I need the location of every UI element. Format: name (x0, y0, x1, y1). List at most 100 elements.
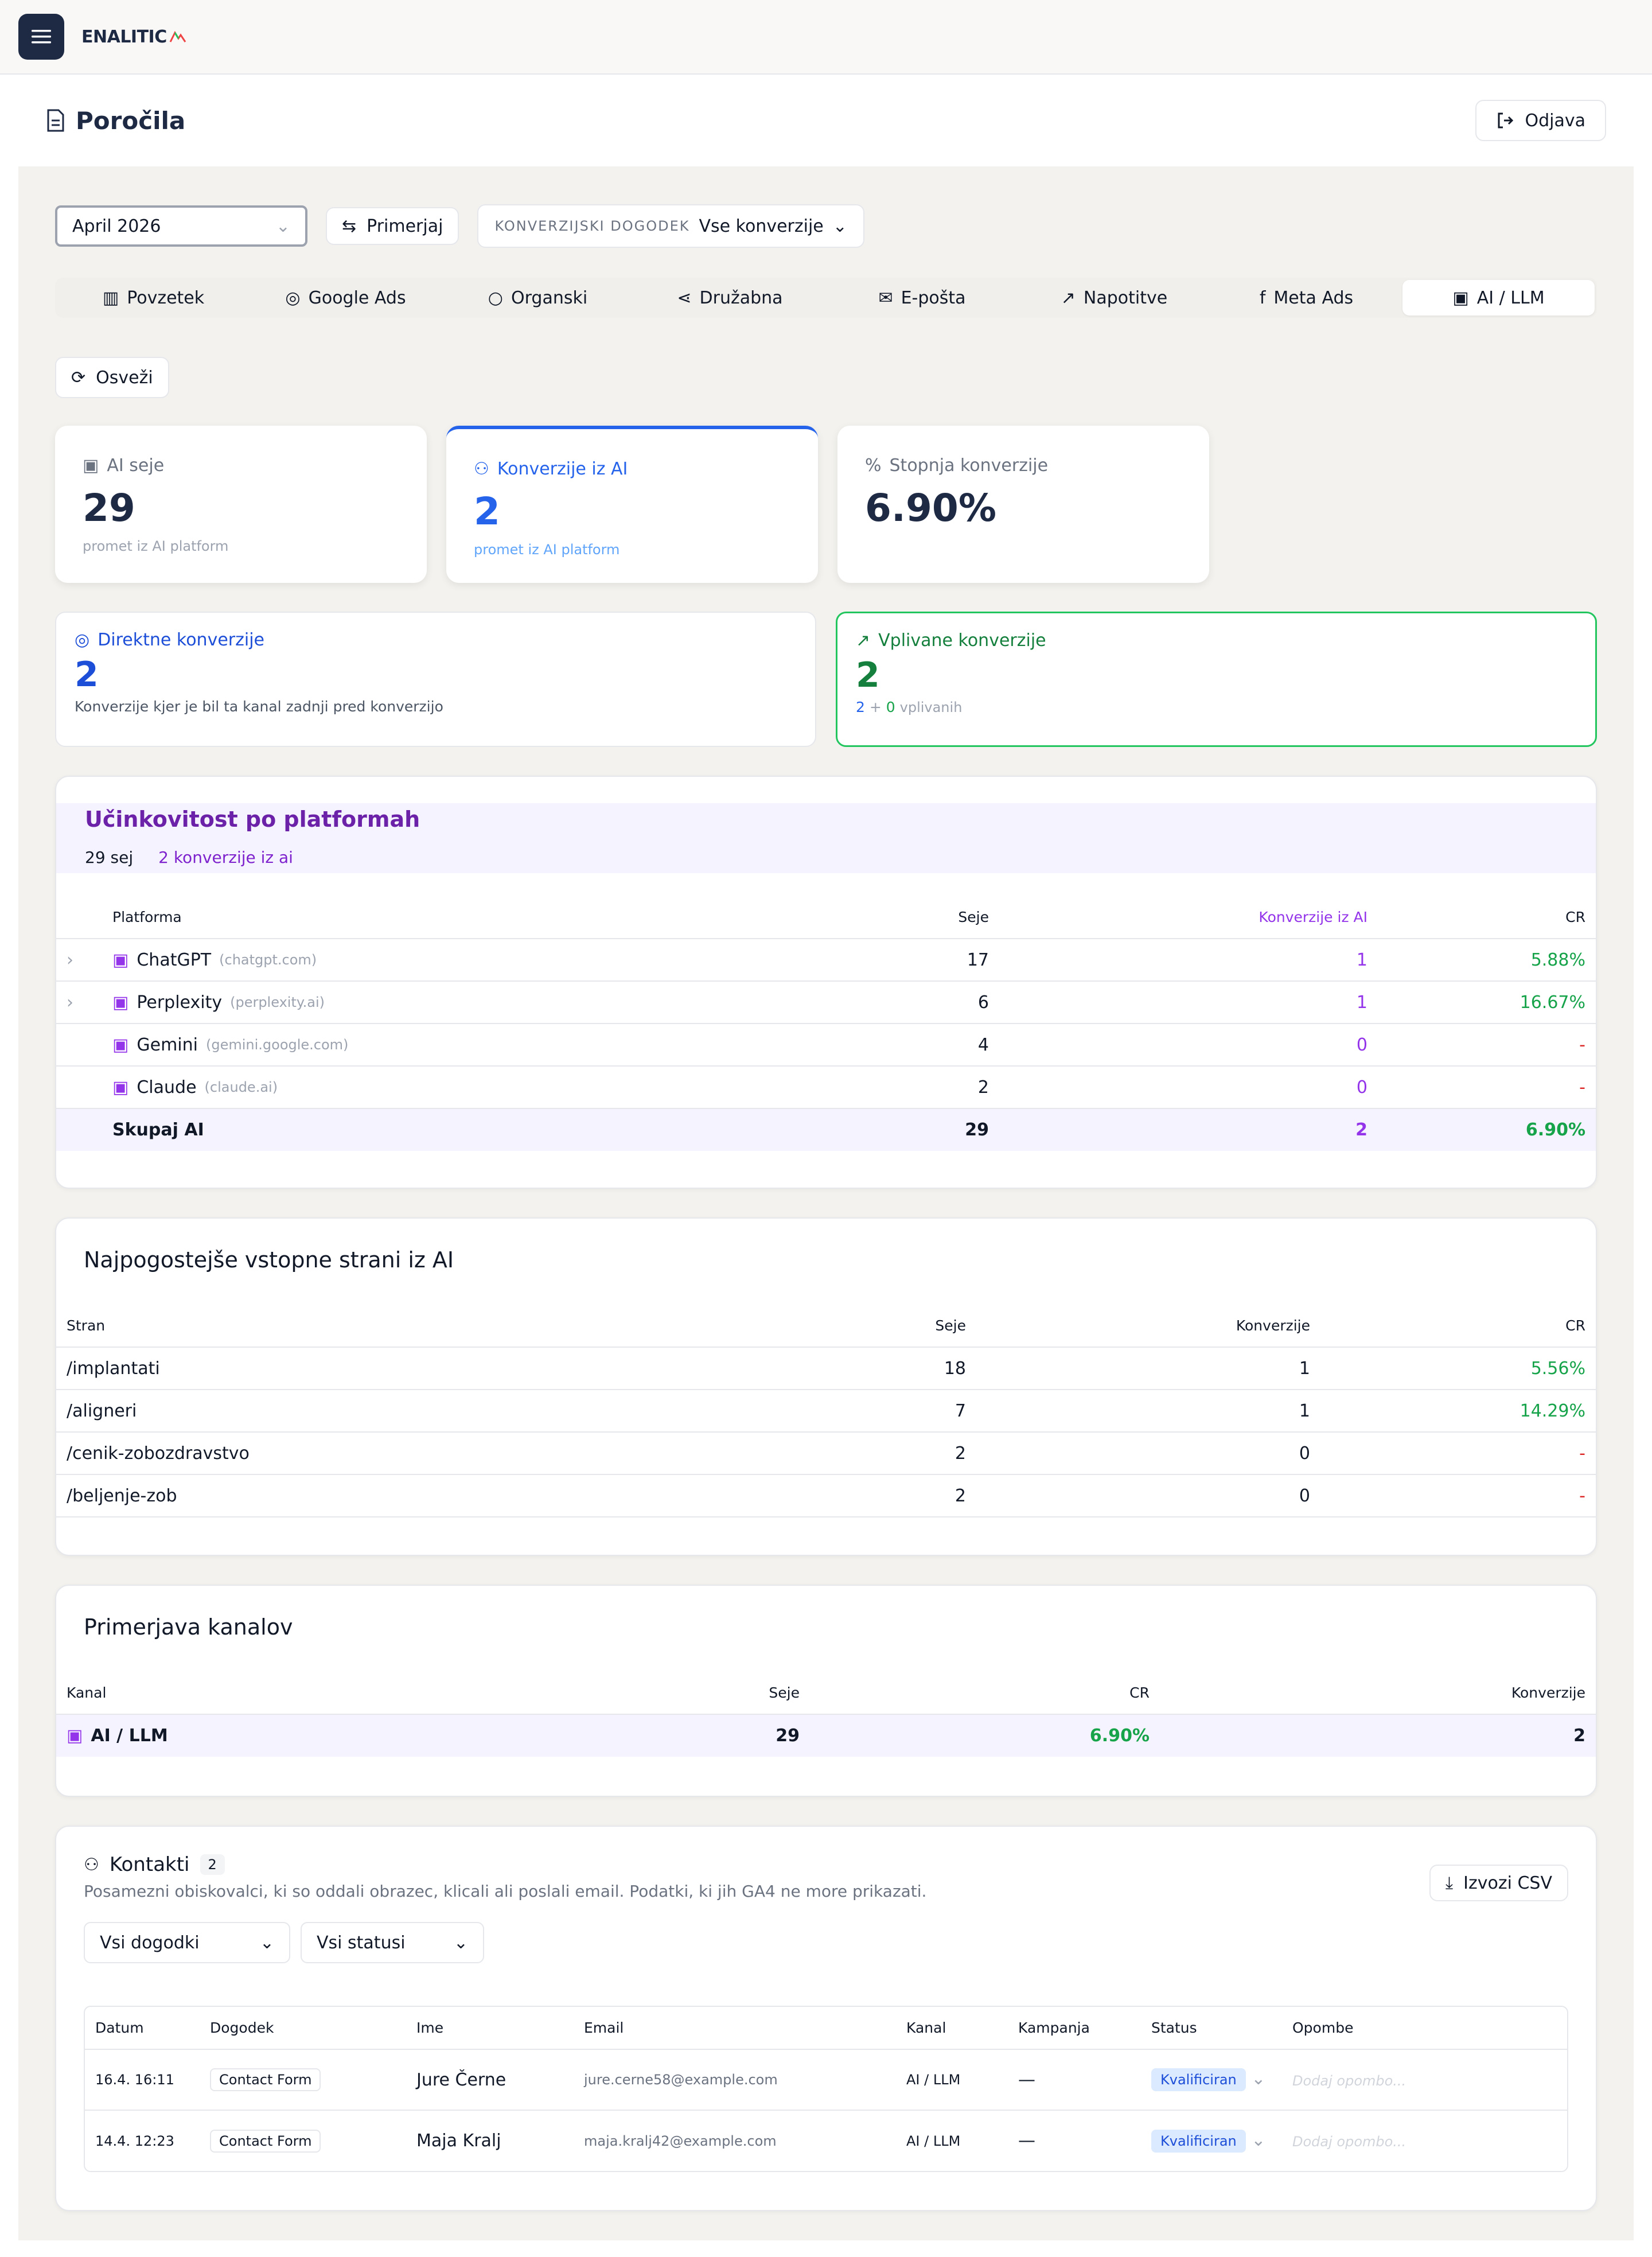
card-sub: Konverzije kjer je bil ta kanal zadnji p… (75, 698, 443, 715)
tab-google-ads[interactable]: ◎ Google Ads (250, 280, 442, 316)
contacts-filters: Vsi dogodki ⌄ Vsi statusi ⌄ (84, 1922, 1568, 1963)
tab-label: Meta Ads (1273, 287, 1354, 308)
cell: Skupaj AI (102, 1108, 850, 1151)
compare-label: Primerjaj (367, 216, 443, 236)
card-label: Direktne konverzije (98, 630, 264, 650)
table-row: /aligneri 7 1 14.29% (56, 1390, 1596, 1433)
contacts-count: 2 (200, 1854, 225, 1875)
top-bar: ENALITIC (0, 0, 1652, 75)
assisted-conversions-card: ↗ Vplivane konverzije 2 2 + 0 vplivanih (836, 612, 1597, 747)
contacts-header: ⚇ Kontakti 2 Posamezni obiskovalci, ki s… (84, 1853, 1568, 1901)
logo-mark-icon (169, 30, 186, 42)
logout-button[interactable]: Odjava (1475, 100, 1606, 141)
percent-icon: % (865, 456, 882, 476)
platform-name: Gemini (137, 1034, 198, 1055)
cell: 1 (976, 1390, 1320, 1433)
page-path: /beljenje-zob (56, 1474, 791, 1517)
kpi-label: Stopnja konverzije (889, 456, 1049, 476)
bot-icon: ▣ (1452, 287, 1469, 308)
kpi-sub: promet iz AI platform (83, 538, 229, 554)
refresh-button[interactable]: ⟳ Osveži (55, 357, 169, 398)
mail-icon: ✉ (878, 287, 893, 308)
kpi-row: ▣ AI seje 29 promet iz AI platform ⚇ Konve… (55, 426, 1597, 583)
landing-pages-panel: Najpogostejše vstopne strani iz AI Stran… (55, 1217, 1597, 1556)
col-header: Stran (56, 1305, 791, 1348)
cell: 2 (1160, 1714, 1596, 1757)
bot-icon: ▣ (112, 950, 129, 970)
col-header: Ime (406, 2007, 574, 2050)
download-icon: ⤓ (1445, 1873, 1454, 1893)
export-csv-button[interactable]: ⤓ Izvozi CSV (1429, 1865, 1568, 1901)
chevron-down-icon: ⌄ (1251, 2130, 1266, 2150)
card-value: 2 (856, 655, 880, 695)
expand-icon[interactable]: › (56, 939, 102, 982)
users-icon: ⚇ (84, 1854, 99, 1875)
month-select[interactable]: April 2026 ⌄ (55, 205, 307, 247)
cell: 2 (790, 1474, 976, 1517)
tab-meta-ads[interactable]: f Meta Ads (1210, 280, 1402, 316)
cell: 0 (976, 1432, 1320, 1475)
tab-druzabna[interactable]: ⋖ Družabna (634, 280, 826, 316)
platform-summary: Učinkovitost po platformah 29 sej 2 konve… (56, 803, 1596, 873)
cell: maja.kralj42@example.com (584, 2133, 777, 2149)
tab-ai-llm[interactable]: ▣ AI / LLM (1402, 280, 1595, 316)
conversion-event-label: KONVERZIJSKI DOGODEK (494, 218, 690, 234)
filters-bar: April 2026 ⌄ ⇆ Primerjaj KONVERZIJSKI DO… (55, 204, 1597, 248)
col-header: Konverzije (1160, 1672, 1596, 1715)
tab-label: E-pošta (901, 287, 966, 308)
channel-table: Kanal Seje CR Konverzije ▣ AI / LLM 29 6.90… (56, 1672, 1596, 1757)
page-title: Poročila (46, 107, 185, 135)
channel-comparison-panel: Primerjava kanalov Kanal Seje CR Konverz… (55, 1585, 1597, 1797)
cell: - (1378, 1066, 1596, 1109)
tab-napotitve[interactable]: ↗ Napotitve (1018, 280, 1210, 316)
expand-icon[interactable]: › (56, 981, 102, 1024)
panel-title: Učinkovitost po platformah (85, 807, 420, 832)
bot-icon: ▣ (112, 1077, 129, 1098)
table-row[interactable]: › ▣ Perplexity (perplexity.ai) 6 1 16.67% (56, 981, 1596, 1024)
page-title-text: Poročila (76, 106, 186, 135)
note-input[interactable]: Dodaj opombo... (1282, 2110, 1567, 2171)
kpi-value: 6.90% (865, 486, 996, 530)
contacts-description: Posamezni obiskovalci, ki so oddali obra… (84, 1882, 927, 1901)
cell: 6 (850, 981, 999, 1024)
logo[interactable]: ENALITIC (81, 27, 186, 47)
tab-organski[interactable]: ○ Organski (442, 280, 634, 316)
status-select[interactable]: Kvalificiran ⌄ (1141, 2049, 1282, 2111)
status-select[interactable]: Kvalificiran ⌄ (1141, 2110, 1282, 2171)
tab-povzetek[interactable]: ▥ Povzetek (57, 280, 250, 316)
note-input[interactable]: Dodaj opombo... (1282, 2049, 1567, 2111)
status-filter-select[interactable]: Vsi statusi ⌄ (301, 1922, 484, 1963)
assisted-count: 0 (886, 699, 895, 715)
chevron-down-icon: ⌄ (259, 1932, 274, 1953)
col-header: CR (810, 1672, 1160, 1715)
cell: — (1018, 2131, 1035, 2151)
conversion-event-select[interactable]: KONVERZIJSKI DOGODEK Vse konverzije ⌄ (477, 204, 864, 248)
table-row[interactable]: › ▣ ChatGPT (chatgpt.com) 17 1 5.88% (56, 939, 1596, 982)
tab-label: Družabna (699, 287, 783, 308)
col-header: CR (1378, 896, 1596, 939)
kpi-sub: promet iz AI platform (474, 542, 620, 558)
direct-count: 2 (856, 699, 865, 715)
summary-sessions: 29 sej (85, 848, 134, 867)
cell: 6.90% (1378, 1108, 1596, 1151)
page-path: /cenik-zobozdravstvo (56, 1432, 791, 1475)
event-filter-select[interactable]: Vsi dogodki ⌄ (84, 1922, 290, 1963)
compare-button[interactable]: ⇆ Primerjaj (326, 207, 459, 245)
table-row: ▣ Claude (claude.ai) 2 0- (56, 1066, 1596, 1109)
tab-eposta[interactable]: ✉ E-pošta (826, 280, 1018, 316)
cell: 0 (999, 1024, 1378, 1067)
cell: 0 (976, 1474, 1320, 1517)
table-row: /cenik-zobozdravstvo 2 0- (56, 1432, 1596, 1475)
cell: 2 (850, 1066, 999, 1109)
menu-button[interactable] (18, 14, 64, 60)
export-label: Izvozi CSV (1463, 1873, 1552, 1893)
platform-name: ChatGPT (137, 950, 212, 970)
cell: Jure Černe (406, 2049, 574, 2111)
kpi-ai-conversions[interactable]: ⚇ Konverzije iz AI 2 promet iz AI platfor… (446, 426, 818, 583)
card-label: Vplivane konverzije (878, 631, 1046, 651)
cell: 1 (999, 939, 1378, 982)
users-icon: ⚇ (474, 459, 489, 479)
col-header: Konverzije (976, 1305, 1320, 1348)
kpi-label: Konverzije iz AI (497, 459, 628, 479)
conversion-cards: ◎ Direktne konverzije 2 Konverzije kjer j… (55, 612, 1597, 747)
